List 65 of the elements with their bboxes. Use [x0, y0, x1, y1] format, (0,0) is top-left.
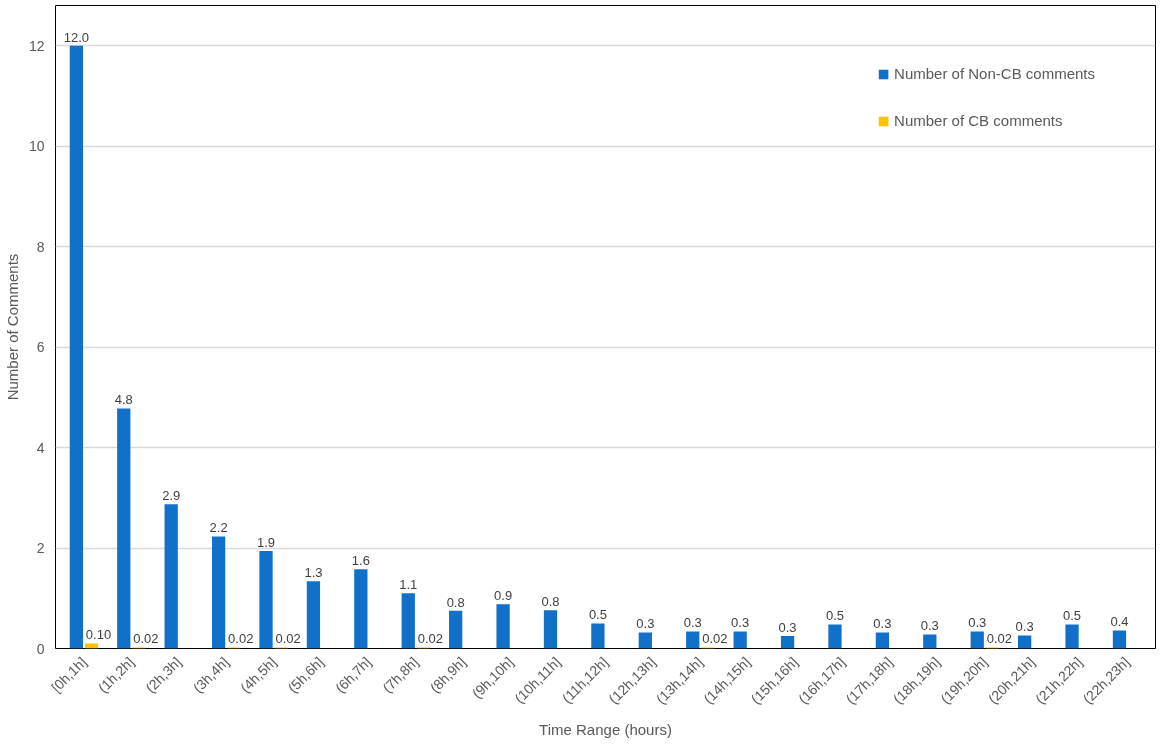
- data-label: 1.6: [351, 553, 370, 569]
- bar: [638, 632, 652, 649]
- data-label: 0.3: [1015, 619, 1034, 635]
- bar: [401, 593, 415, 649]
- data-label: 12.0: [63, 29, 90, 45]
- data-label: 0.3: [873, 616, 892, 632]
- data-label: 0.3: [778, 619, 797, 635]
- data-label: 0.02: [702, 631, 728, 647]
- data-label: 0.02: [275, 631, 301, 647]
- bar: [449, 610, 463, 649]
- y-tick-label: 6: [36, 339, 45, 356]
- bar: [84, 643, 99, 649]
- data-label: 2.2: [209, 520, 228, 536]
- data-label: 1.1: [399, 577, 418, 593]
- bar: [496, 604, 510, 649]
- y-tick-label: 12: [28, 37, 45, 54]
- data-label: 1.3: [304, 565, 323, 581]
- bar: [828, 624, 842, 649]
- bar: [117, 408, 131, 649]
- data-label: 0.3: [920, 618, 939, 634]
- bar: [780, 635, 795, 649]
- bar: [686, 631, 700, 649]
- bar: [543, 610, 558, 649]
- legend-label: Number of Non-CB comments: [894, 65, 1095, 82]
- legend-label: Number of CB comments: [894, 112, 1063, 129]
- data-label: 0.9: [494, 588, 513, 604]
- bar: [1065, 624, 1079, 649]
- data-label: 0.02: [986, 631, 1013, 647]
- bar: [875, 632, 890, 649]
- data-label: 0.3: [968, 615, 987, 631]
- x-axis-title: Time Range (hours): [539, 720, 672, 738]
- data-label: 0.02: [417, 631, 444, 647]
- data-label: 2.9: [162, 488, 181, 504]
- bar: [970, 631, 984, 649]
- data-label: 0.5: [588, 607, 607, 623]
- bar: [211, 536, 226, 649]
- bar: [733, 631, 747, 649]
- y-tick-label: 10: [28, 138, 45, 155]
- bar: [306, 581, 321, 649]
- bar: [1112, 630, 1127, 649]
- bar: [69, 45, 83, 649]
- y-tick-label: 2: [36, 540, 45, 557]
- data-label: 0.4: [1110, 614, 1129, 630]
- bar: [923, 634, 937, 649]
- y-axis-title: Number of Comments: [3, 253, 21, 401]
- data-label: 0.8: [541, 594, 560, 610]
- data-label: 0.02: [228, 631, 254, 647]
- bar: [354, 569, 368, 649]
- data-label: 1.9: [256, 535, 276, 551]
- data-label: 0.5: [825, 608, 845, 624]
- bar: [259, 551, 273, 649]
- data-label: 0.8: [446, 594, 465, 610]
- y-tick-label: 8: [36, 238, 45, 255]
- data-label: 0.3: [636, 616, 655, 632]
- data-label: 0.3: [683, 615, 702, 631]
- data-label: 4.8: [114, 392, 133, 408]
- bar: [164, 504, 178, 649]
- data-label: 0.02: [133, 631, 159, 647]
- y-tick-label: 0: [36, 640, 45, 657]
- data-label: 0.10: [85, 627, 112, 643]
- data-label: 0.5: [1063, 608, 1082, 624]
- bar: [591, 623, 605, 649]
- y-tick-label: 4: [36, 439, 45, 456]
- bar: [1018, 635, 1032, 649]
- data-label: 0.3: [731, 615, 750, 631]
